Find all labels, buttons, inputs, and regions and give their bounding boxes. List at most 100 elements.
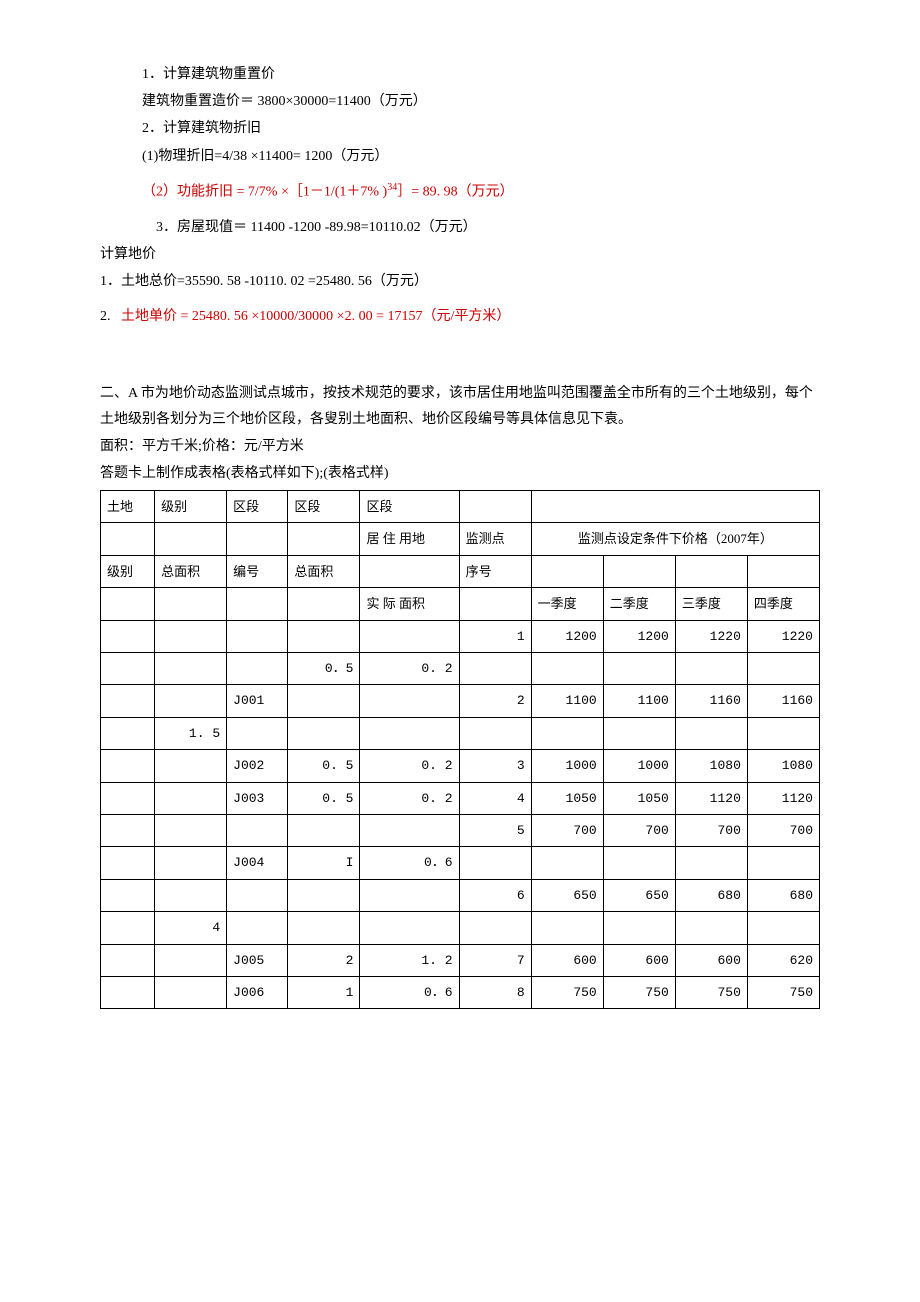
table-cell: 1080 (675, 750, 747, 782)
table-cell: 0．6 (360, 847, 459, 879)
th-r4-c8: 二季度 (603, 588, 675, 620)
table-cell: 6 (459, 879, 531, 911)
th-r4-c10: 四季度 (747, 588, 819, 620)
table-cell: 1160 (675, 685, 747, 717)
table-row: 11200120012201220 (101, 620, 820, 652)
table-cell: 4 (155, 912, 227, 944)
th-r2-c4 (288, 523, 360, 555)
table-row: J00521. 27600600600620 (101, 944, 820, 976)
table-row: 6650650680680 (101, 879, 820, 911)
th-r2-c1 (101, 523, 155, 555)
table-cell (155, 653, 227, 685)
table-cell: 2 (459, 685, 531, 717)
line-9: 2. 土地单价 = 25480. 56 ×10000/30000 ×2. 00 … (100, 304, 820, 329)
table-cell (459, 653, 531, 685)
table-cell: 620 (747, 944, 819, 976)
th-r3-c1: 级别 (101, 555, 155, 587)
th-r4-c9: 三季度 (675, 588, 747, 620)
table-cell (227, 620, 288, 652)
table-cell: 1200 (531, 620, 603, 652)
table-cell (603, 717, 675, 749)
table-cell: 0．5 (288, 653, 360, 685)
table-cell: J006 (227, 976, 288, 1008)
th-r4-c7: 一季度 (531, 588, 603, 620)
th-r4-c2 (155, 588, 227, 620)
table-cell (675, 653, 747, 685)
table-cell (155, 620, 227, 652)
table-cell (288, 717, 360, 749)
table-cell: 8 (459, 976, 531, 1008)
table-cell (227, 717, 288, 749)
th-r1-c6 (459, 491, 531, 523)
table-cell: J003 (227, 782, 288, 814)
table-cell (360, 717, 459, 749)
table-cell (747, 653, 819, 685)
table-cell: 650 (603, 879, 675, 911)
line-2: 建筑物重置造价＝ 3800×30000=11400（万元） (100, 89, 820, 114)
table-cell: 0. 5 (288, 782, 360, 814)
table-cell (155, 976, 227, 1008)
table-cell (360, 879, 459, 911)
table-cell: 1050 (603, 782, 675, 814)
table-header-row-2: 居 住 用地 监测点 监测点设定条件下价格（2007年） (101, 523, 820, 555)
table-cell (531, 653, 603, 685)
table-cell (603, 653, 675, 685)
table-cell: 1160 (747, 685, 819, 717)
table-cell (360, 620, 459, 652)
table-cell: J005 (227, 944, 288, 976)
table-cell (747, 717, 819, 749)
th-r1-c1: 土地 (101, 491, 155, 523)
th-r3-c2: 总面积 (155, 555, 227, 587)
table-cell (288, 815, 360, 847)
line-8: 1．土地总价=35590. 58 -10110. 02 =25480. 56（万… (100, 269, 820, 294)
table-cell (531, 717, 603, 749)
table-cell: 1050 (531, 782, 603, 814)
table-cell: 680 (675, 879, 747, 911)
th-r3-c7 (531, 555, 603, 587)
th-r4-c5: 实 际 面积 (360, 588, 459, 620)
table-cell (603, 847, 675, 879)
table-cell (101, 912, 155, 944)
th-r3-c3: 编号 (227, 555, 288, 587)
table-cell (227, 653, 288, 685)
table-cell: 0. 5 (288, 750, 360, 782)
table-cell: 1. 5 (155, 717, 227, 749)
table-row: J004I0．6 (101, 847, 820, 879)
table-cell: 750 (747, 976, 819, 1008)
table-cell: 1120 (747, 782, 819, 814)
table-cell: 1100 (531, 685, 603, 717)
line-5-sup: 34 (387, 182, 397, 193)
table-cell: 0. 2 (360, 750, 459, 782)
table-cell: 1 (288, 976, 360, 1008)
table-cell: I (288, 847, 360, 879)
table-cell: 680 (747, 879, 819, 911)
table-cell (288, 685, 360, 717)
table-cell (155, 782, 227, 814)
table-row: J00121100110011601160 (101, 685, 820, 717)
table-cell (155, 815, 227, 847)
th-r3-c5 (360, 555, 459, 587)
table-cell: 1220 (675, 620, 747, 652)
table-cell: 1080 (747, 750, 819, 782)
th-r3-c8 (603, 555, 675, 587)
table-cell: 1000 (603, 750, 675, 782)
table-cell (360, 685, 459, 717)
table-cell: 1220 (747, 620, 819, 652)
th-r1-c2: 级别 (155, 491, 227, 523)
table-cell: J001 (227, 685, 288, 717)
table-row: 5700700700700 (101, 815, 820, 847)
table-cell: 600 (675, 944, 747, 976)
table-cell (101, 750, 155, 782)
table-cell: 1200 (603, 620, 675, 652)
line-1: 1．计算建筑物重置价 (100, 62, 820, 87)
table-cell: 750 (603, 976, 675, 1008)
th-r3-c4: 总面积 (288, 555, 360, 587)
table-cell (101, 879, 155, 911)
th-r2-c5: 居 住 用地 (360, 523, 459, 555)
table-cell: 0. 2 (360, 782, 459, 814)
th-r1-c3: 区段 (227, 491, 288, 523)
table-cell (531, 912, 603, 944)
table-cell (227, 912, 288, 944)
table-cell: 700 (603, 815, 675, 847)
table-row: J00610．68750750750750 (101, 976, 820, 1008)
